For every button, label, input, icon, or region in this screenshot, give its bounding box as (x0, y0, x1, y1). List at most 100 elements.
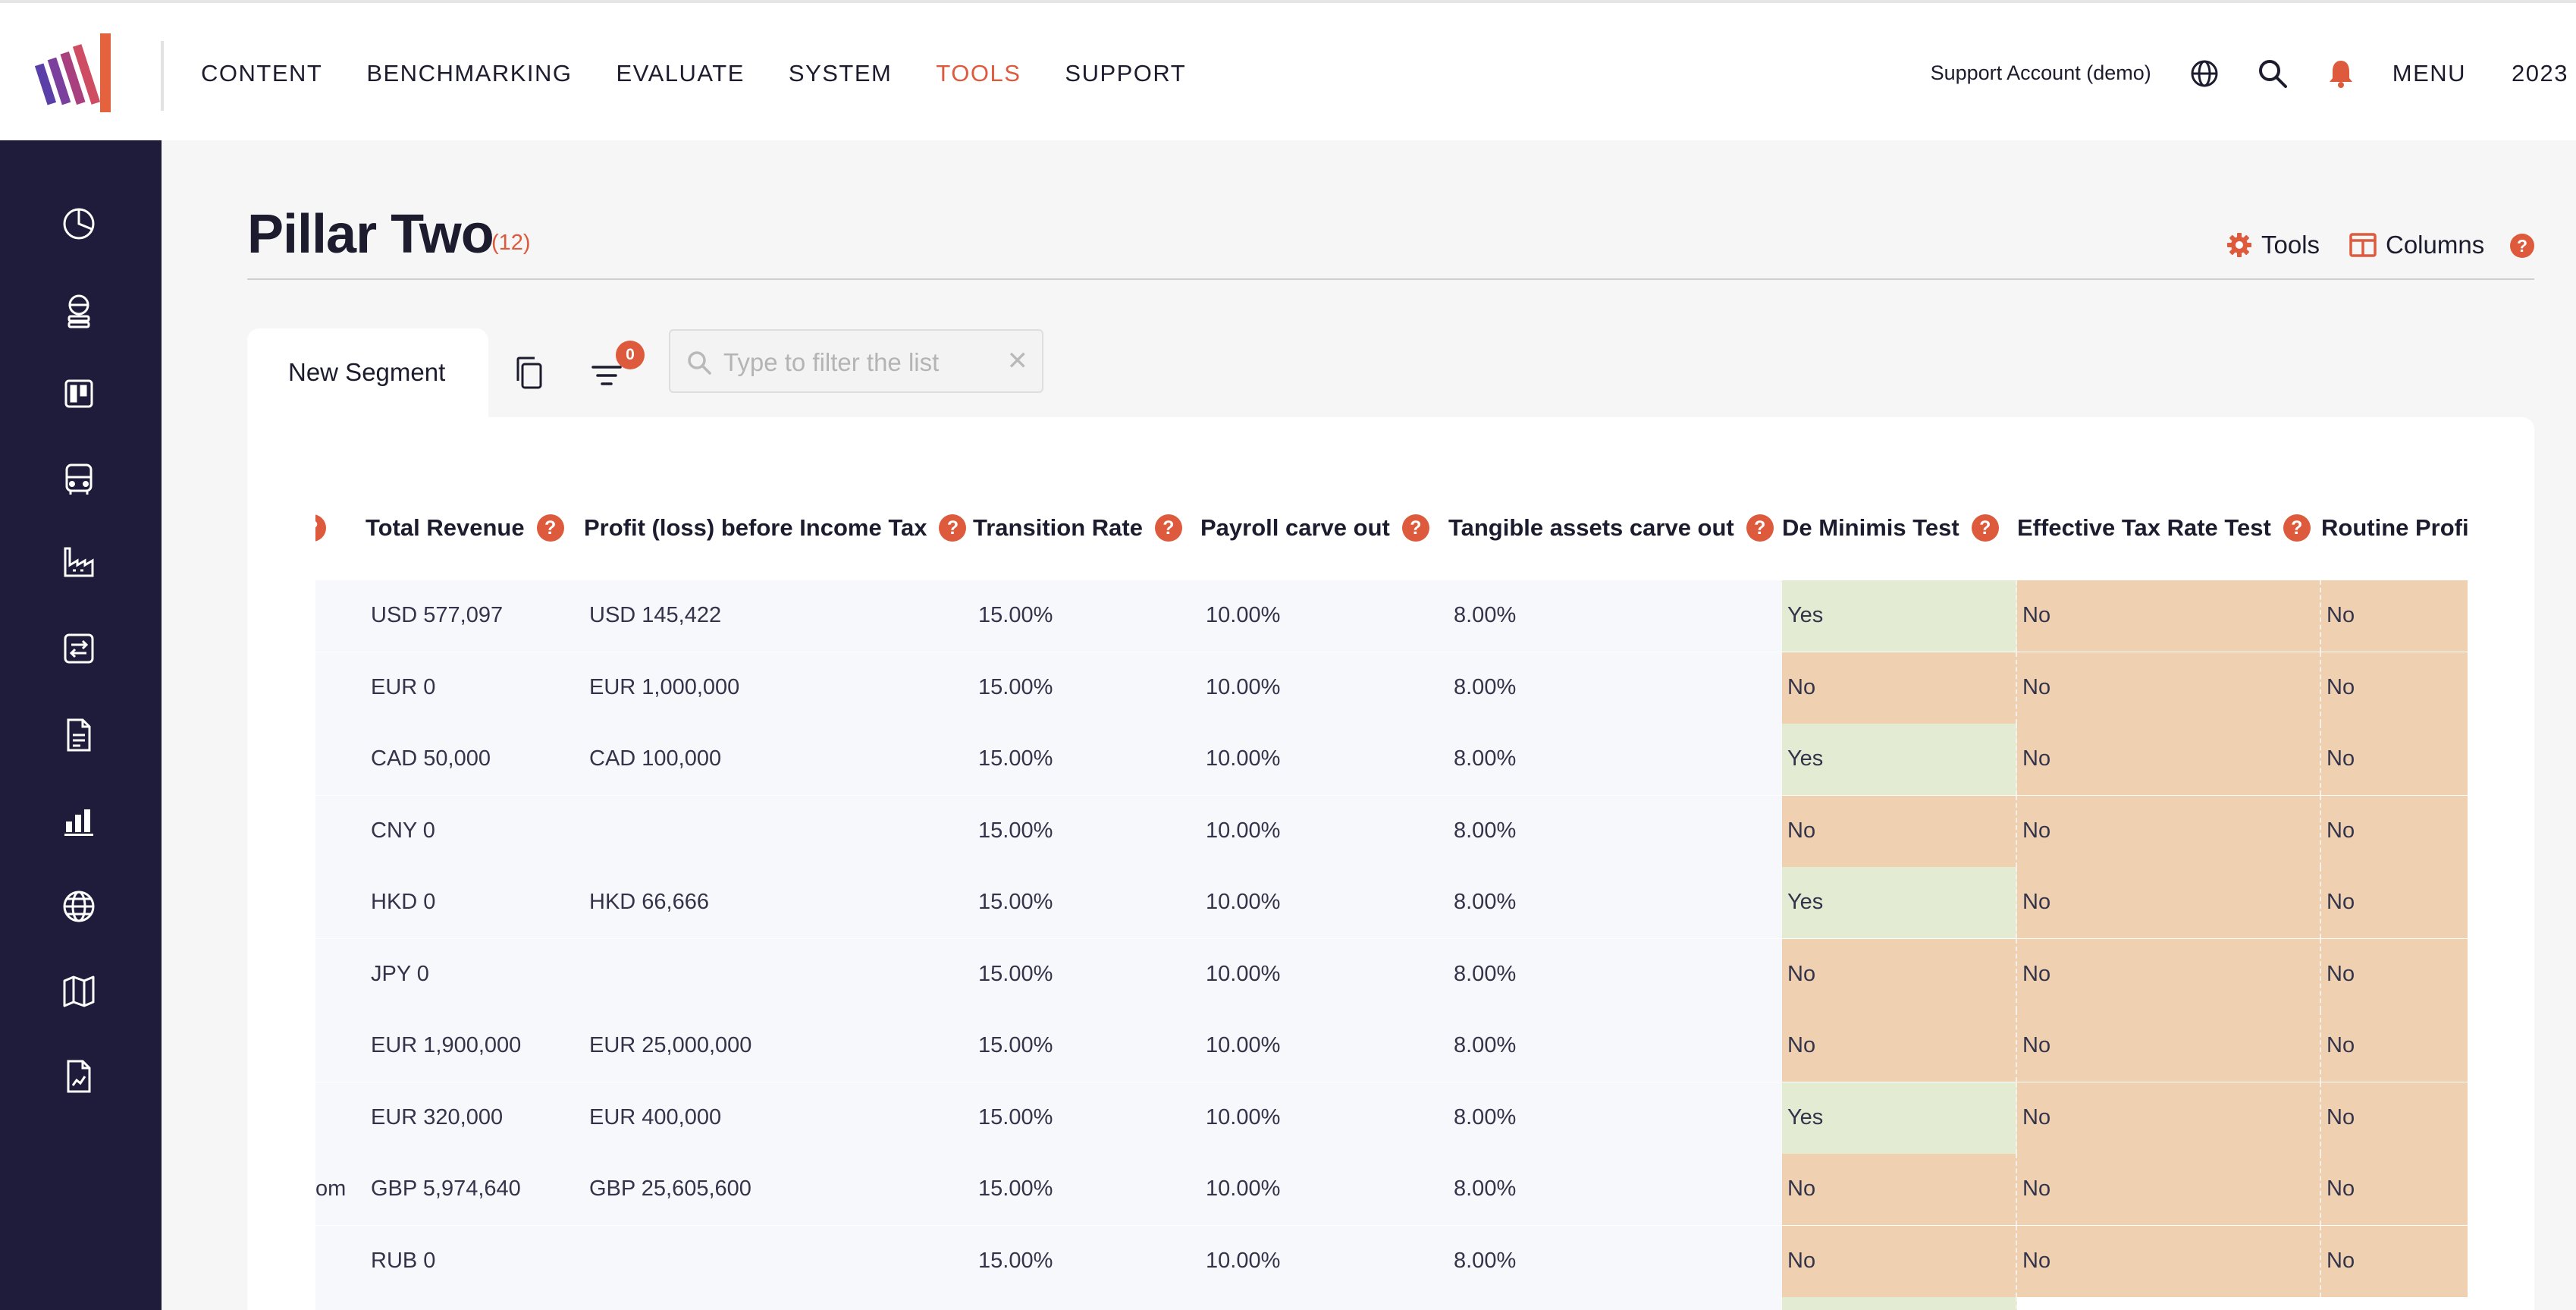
row-background (315, 1010, 1782, 1082)
cell-etr: No (2017, 1010, 2321, 1082)
nav-content[interactable]: CONTENT (201, 59, 323, 86)
account-name[interactable]: Support Account (demo) (1930, 61, 2151, 84)
brand-logo[interactable] (35, 29, 126, 120)
table-row[interactable]: om GBP 5,974,640 GBP 25,605,600 15.00% 10.00… (315, 1154, 2468, 1225)
cell-tangible: 8.00% (1454, 603, 1517, 627)
nav-support[interactable]: SUPPORT (1065, 59, 1187, 86)
cell-deminimis: No (1782, 1225, 2017, 1297)
help-icon[interactable]: ? (1154, 514, 1182, 542)
map-icon[interactable] (58, 970, 100, 1013)
cell-tangible (1448, 1297, 1782, 1310)
cell-etr: No (2017, 1225, 2321, 1297)
cell-deminimis: No (1782, 938, 2017, 1010)
cell-etr: No (2017, 580, 2321, 652)
cell-routine: No (2321, 1010, 2468, 1082)
cell-transition (973, 1297, 1200, 1310)
world-icon[interactable] (58, 885, 100, 928)
transfer-icon[interactable] (58, 627, 100, 670)
cell-etr: No (2017, 867, 2321, 938)
table-row[interactable]: CAD 50,000 CAD 100,000 15.00% 10.00% 8.00% Ye… (315, 724, 2468, 795)
top-navigation-bar: CONTENT BENCHMARKING EVALUATE SYSTEM TOO… (0, 0, 2576, 140)
column-header-hidden[interactable]: ? (315, 514, 326, 542)
search-icon[interactable] (2256, 57, 2289, 90)
menu-button[interactable]: MENU (2392, 59, 2467, 86)
globe-stack-icon[interactable] (58, 289, 100, 331)
row-background (315, 1154, 1782, 1225)
page-title: Pillar Two (247, 204, 494, 265)
table-row[interactable]: USD 577,097 USD 145,422 15.00% 10.00% 8.00% Y… (315, 580, 2468, 652)
cell-revenue: EUR 0 (371, 674, 436, 699)
row-background (315, 652, 1782, 724)
columns-icon (2349, 233, 2377, 257)
row-background (315, 580, 1782, 652)
filter-button[interactable] (585, 350, 632, 393)
factory-icon[interactable] (58, 541, 100, 583)
column-header-effective-tax-rate-test[interactable]: Effective Tax Rate Test? (2017, 514, 2311, 542)
clear-icon[interactable]: ✕ (1006, 347, 1029, 375)
board-icon[interactable] (58, 372, 100, 415)
tools-label: Tools (2261, 231, 2320, 259)
help-icon[interactable]: ? (1746, 514, 1774, 542)
help-icon[interactable]: ? (315, 514, 326, 542)
logo-divider (161, 41, 164, 111)
document-icon[interactable] (58, 714, 100, 756)
nav-evaluate[interactable]: EVALUATE (616, 59, 745, 86)
table-row[interactable]: JPY 0 15.00% 10.00% 8.00% No No No (315, 938, 2468, 1010)
help-icon[interactable]: ? (1971, 514, 1999, 542)
cell-first (315, 796, 366, 867)
cell-revenue: CAD 50,000 (371, 746, 491, 771)
bell-icon[interactable] (2324, 57, 2358, 90)
cell-deminimis: No (1782, 795, 2017, 867)
cell-deminimis: Yes (1782, 1082, 2017, 1154)
main-nav: CONTENT BENCHMARKING EVALUATE SYSTEM TOO… (201, 3, 1230, 143)
column-header-de-minimis-test[interactable]: De Minimis Test? (1782, 514, 1999, 542)
filter-input[interactable] (722, 341, 998, 384)
nav-system[interactable]: SYSTEM (788, 59, 893, 86)
help-icon[interactable]: ? (536, 514, 564, 542)
column-header-transition-rate[interactable]: Transition Rate? (973, 514, 1182, 542)
table-row[interactable]: EUR 1,900,000 EUR 25,000,000 15.00% 10.00% 8… (315, 1010, 2468, 1082)
cell-profit: EUR 1,000,000 (589, 674, 740, 699)
year-selector[interactable]: 2023 (2512, 59, 2568, 86)
cell-profit (584, 939, 973, 1010)
help-icon[interactable]: ? (939, 514, 967, 542)
cell-routine: No (2321, 1225, 2468, 1297)
cell-first (315, 580, 366, 652)
help-icon[interactable]: ? (2510, 234, 2534, 258)
table-row[interactable]: Yes (315, 1297, 2468, 1310)
cell-routine: No (2321, 724, 2468, 795)
table-row[interactable]: EUR 0 EUR 1,000,000 15.00% 10.00% 8.00% No No N… (315, 652, 2468, 724)
table-row[interactable]: EUR 320,000 EUR 400,000 15.00% 10.00% 8.00% Y… (315, 1082, 2468, 1154)
bus-icon[interactable] (58, 457, 100, 500)
cell-deminimis: Yes (1782, 580, 2017, 652)
column-header-routine-profits[interactable]: Routine Profits (2321, 514, 2468, 541)
help-icon[interactable]: ? (1401, 514, 1429, 542)
tools-button[interactable]: Tools (2226, 231, 2320, 259)
bar-chart-icon[interactable] (58, 799, 100, 841)
table-row[interactable]: HKD 0 HKD 66,666 15.00% 10.00% 8.00% Yes No No (315, 867, 2468, 938)
cell-tangible: 8.00% (1454, 746, 1517, 771)
cell-profit: USD 145,422 (589, 603, 722, 627)
cell-transition: 15.00% (978, 1176, 1053, 1201)
help-icon[interactable]: ? (2283, 514, 2311, 542)
table-row[interactable]: RUB 0 15.00% 10.00% 8.00% No No No (315, 1225, 2468, 1297)
cell-etr: No (2017, 652, 2321, 724)
copy-icon[interactable] (510, 352, 549, 394)
file-chart-icon[interactable] (58, 1055, 100, 1098)
table-row[interactable]: CNY 0 15.00% 10.00% 8.00% No No No (315, 795, 2468, 867)
tab-new-segment[interactable] (247, 328, 488, 419)
cell-profit: EUR 25,000,000 (589, 1033, 752, 1057)
cell-routine: No (2321, 1154, 2468, 1225)
globe-icon[interactable] (2188, 57, 2221, 90)
cell-first (315, 724, 366, 795)
column-header-profit-before-tax[interactable]: Profit (loss) before Income Tax? (584, 514, 967, 542)
columns-button[interactable]: Columns (2349, 231, 2484, 259)
gear-icon (2227, 233, 2251, 257)
column-header-total-revenue[interactable]: Total Revenue? (366, 514, 564, 542)
column-header-payroll-carve-out[interactable]: Payroll carve out? (1200, 514, 1429, 542)
nav-benchmarking[interactable]: BENCHMARKING (366, 59, 573, 86)
nav-tools[interactable]: TOOLS (936, 59, 1021, 86)
cell-deminimis: Yes (1782, 867, 2017, 938)
pie-chart-icon[interactable] (58, 203, 100, 245)
column-header-tangible-assets-carve-out[interactable]: Tangible assets carve out? (1448, 514, 1774, 542)
